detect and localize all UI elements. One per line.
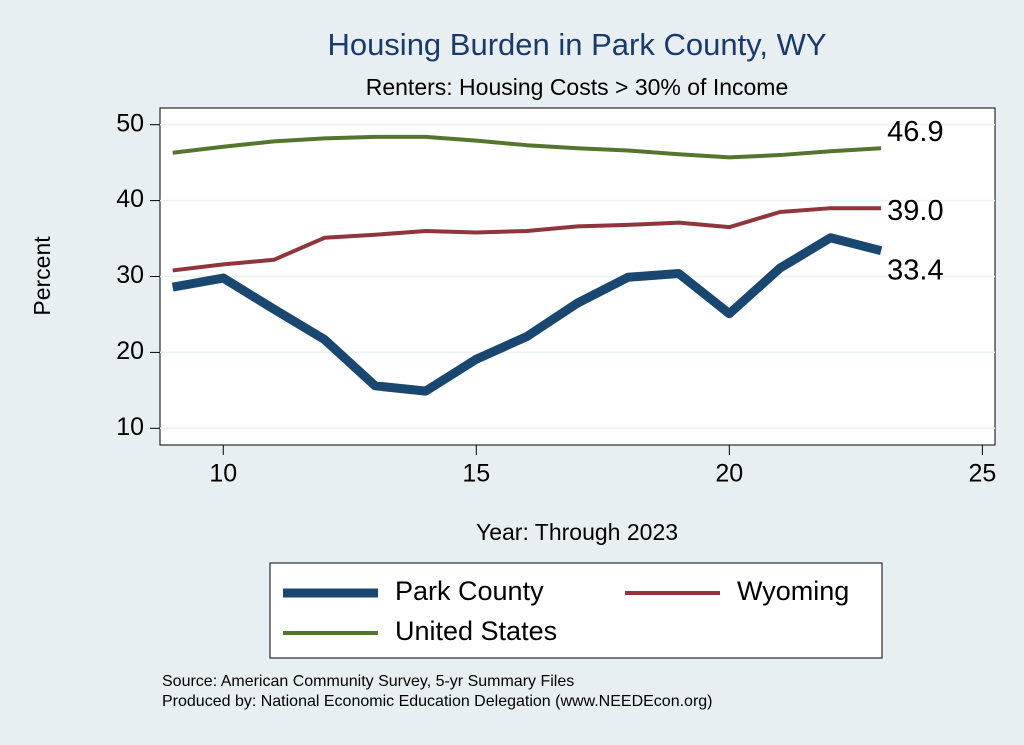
series-line bbox=[171, 233, 883, 396]
chart-subtitle: Renters: Housing Costs > 30% of Income bbox=[366, 74, 789, 100]
source-note: Source: American Community Survey, 5-yr … bbox=[162, 673, 574, 690]
y-tick-label: 30 bbox=[116, 261, 144, 289]
value-label: 33.4 bbox=[887, 254, 943, 286]
series-line bbox=[172, 134, 882, 160]
legend-label: Park County bbox=[395, 576, 544, 606]
value-label: 39.0 bbox=[887, 195, 943, 227]
y-axis-title: Percent bbox=[29, 236, 55, 316]
x-tick-label: 20 bbox=[715, 460, 743, 488]
x-tick-label: 15 bbox=[462, 460, 490, 488]
y-tick-label: 40 bbox=[116, 185, 144, 213]
y-tick-label: 20 bbox=[116, 337, 144, 365]
chart-title: Housing Burden in Park County, WY bbox=[327, 27, 826, 62]
legend-label: Wyoming bbox=[737, 576, 849, 606]
y-tick-label: 10 bbox=[116, 413, 144, 441]
value-label: 46.9 bbox=[887, 116, 943, 148]
series-line bbox=[172, 206, 882, 273]
x-tick-label: 10 bbox=[209, 460, 237, 488]
y-tick-label: 50 bbox=[116, 109, 144, 137]
legend bbox=[269, 562, 883, 659]
producer-note: Produced by: National Economic Education… bbox=[162, 693, 713, 710]
x-axis-title: Year: Through 2023 bbox=[476, 519, 678, 545]
x-tick-label: 25 bbox=[968, 460, 996, 488]
legend-label: United States bbox=[395, 616, 557, 646]
